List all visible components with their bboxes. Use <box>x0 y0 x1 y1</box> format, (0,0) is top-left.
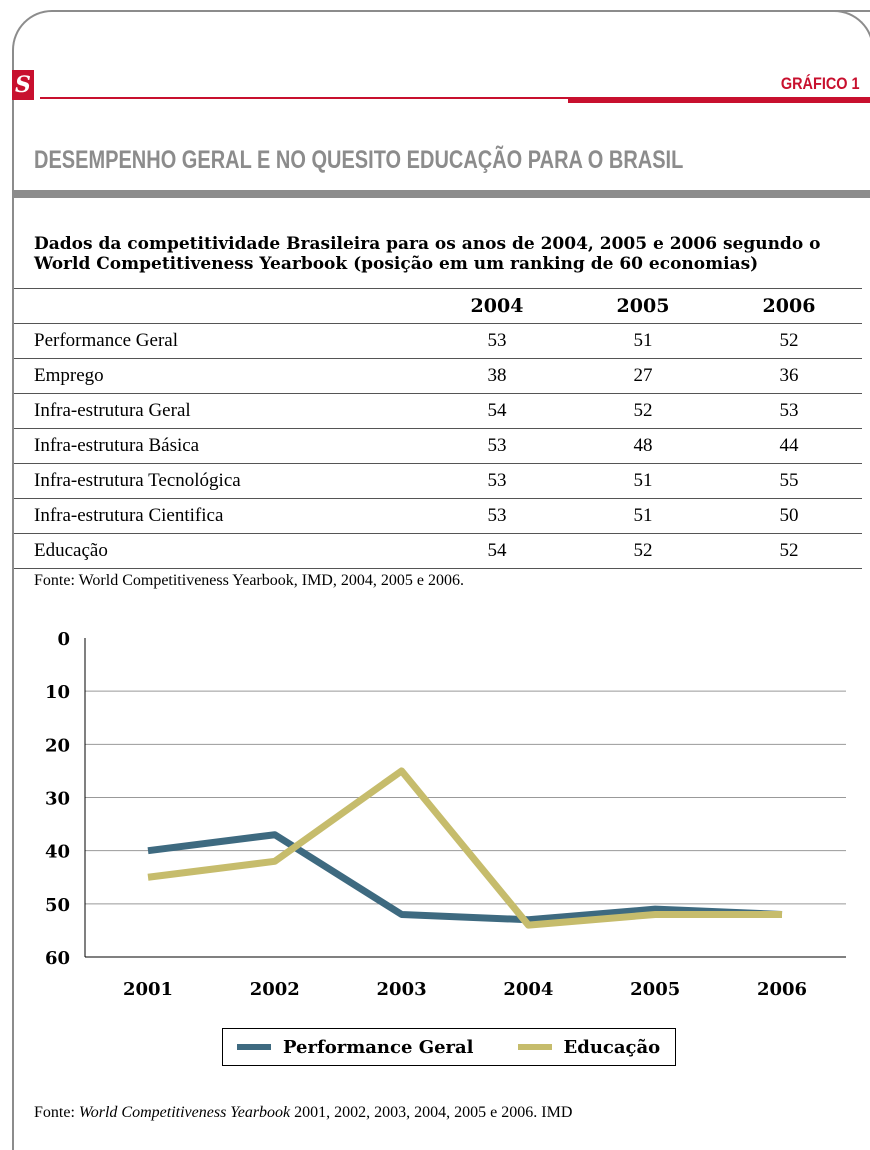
legend-item-educacao: Educação <box>517 1036 661 1058</box>
row-label: Infra-estrutura Tecnológica <box>14 463 424 499</box>
row-label: Infra-estrutura Cientifica <box>14 498 424 534</box>
line-chart: 0 10 20 30 40 50 60 2001 2002 2003 2004 2005 2006 <box>45 629 846 1000</box>
cell-value: 52 <box>716 323 862 359</box>
table-row: Infra-estrutura Cientifica 53 51 50 <box>14 498 862 534</box>
table-row: Infra-estrutura Básica 53 48 44 <box>14 428 862 464</box>
legend-label-educacao: Educação <box>563 1036 661 1058</box>
cell-value: 52 <box>570 533 716 569</box>
y-tick-label: 30 <box>45 789 70 810</box>
table-row: Performance Geral 53 51 52 <box>14 323 862 359</box>
cell-value: 53 <box>424 498 570 534</box>
y-tick-label: 40 <box>45 842 70 863</box>
table-header-cell: 2005 <box>570 288 716 324</box>
y-tick-label: 50 <box>45 895 70 916</box>
data-table: 2004 2005 2006 Performance Geral 53 51 5… <box>14 288 862 569</box>
cell-value: 44 <box>716 428 862 464</box>
series-line-performance <box>147 831 783 924</box>
cell-value: 48 <box>570 428 716 464</box>
row-label: Emprego <box>14 358 424 394</box>
source-title: World Competitiveness Yearbook <box>78 1104 291 1121</box>
cell-value: 36 <box>716 358 862 394</box>
row-label: Infra-estrutura Básica <box>14 428 424 464</box>
x-tick-label: 2004 <box>503 979 553 1000</box>
legend-label-performance: Performance Geral <box>283 1036 474 1058</box>
series-line-educacao <box>147 767 782 929</box>
x-tick-label: 2003 <box>377 979 427 1000</box>
legend-swatch-educacao <box>517 1044 552 1050</box>
cell-value: 53 <box>716 393 862 429</box>
source-prefix: Fonte: <box>34 1104 79 1121</box>
table-header-cell <box>14 288 424 324</box>
source-suffix: 2001, 2002, 2003, 2004, 2005 e 2006. IMD <box>290 1104 573 1121</box>
cell-value: 51 <box>570 498 716 534</box>
row-label: Educação <box>14 533 424 569</box>
table-row: Infra-estrutura Tecnológica 53 51 55 <box>14 463 862 499</box>
y-tick-label: 60 <box>45 948 70 969</box>
header-rule-accent <box>568 97 870 103</box>
cell-value: 53 <box>424 428 570 464</box>
page-frame <box>12 10 870 1150</box>
figure-label: GRÁFICO 1 <box>781 74 860 93</box>
chart-source-note: Fonte: World Competitiveness Yearbook 20… <box>34 1104 572 1122</box>
cell-value: 55 <box>716 463 862 499</box>
cell-value: 51 <box>570 463 716 499</box>
cell-value: 54 <box>424 393 570 429</box>
cell-value: 54 <box>424 533 570 569</box>
publisher-logo: S <box>12 70 34 100</box>
cell-value: 27 <box>570 358 716 394</box>
cell-value: 52 <box>716 533 862 569</box>
title-divider <box>12 190 870 198</box>
table-row: Educação 54 52 52 <box>14 533 862 569</box>
x-tick-label: 2006 <box>757 979 807 1000</box>
cell-value: 51 <box>570 323 716 359</box>
y-tick-label: 20 <box>45 735 70 756</box>
table-row: Emprego 38 27 36 <box>14 358 862 394</box>
y-tick-label: 10 <box>45 682 70 703</box>
cell-value: 52 <box>570 393 716 429</box>
cell-value: 38 <box>424 358 570 394</box>
cell-value: 53 <box>424 463 570 499</box>
legend-item-performance: Performance Geral <box>237 1037 474 1058</box>
table-row: Infra-estrutura Geral 54 52 53 <box>14 393 862 429</box>
y-tick-label: 0 <box>57 629 70 650</box>
figure-title: DESEMPENHO GERAL E NO QUESITO EDUCAÇÃO P… <box>34 146 684 174</box>
x-tick-label: 2005 <box>630 979 680 1000</box>
table-header-row: 2004 2005 2006 <box>14 288 862 324</box>
cell-value: 53 <box>424 323 570 359</box>
cell-value: 50 <box>716 498 862 534</box>
table-header-cell: 2006 <box>716 288 862 324</box>
x-tick-label: 2001 <box>123 979 173 1000</box>
chart-legend: Performance Geral Educação <box>222 1028 676 1066</box>
table-caption: Dados da competitividade Brasileira para… <box>34 234 821 274</box>
row-label: Performance Geral <box>14 323 424 359</box>
table-header-cell: 2004 <box>424 288 570 324</box>
legend-swatch-performance <box>237 1044 271 1050</box>
table-source-note: Fonte: World Competitiveness Yearbook, I… <box>34 572 464 589</box>
x-tick-label: 2002 <box>250 979 300 1000</box>
header-rule <box>40 97 870 99</box>
row-label: Infra-estrutura Geral <box>14 393 424 429</box>
